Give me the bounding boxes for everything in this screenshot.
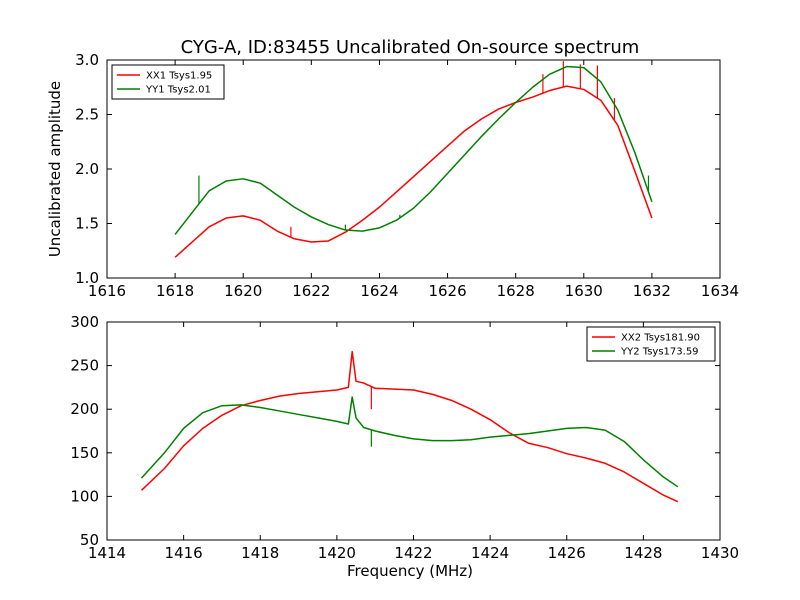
x-tick-label-1-1: 1416 xyxy=(165,544,203,562)
x-axis-label: Frequency (MHz) xyxy=(347,562,473,580)
y-tick-label-0-2: 2.0 xyxy=(75,160,99,178)
y-tick-label-1-0: 50 xyxy=(80,531,99,549)
x-tick-label-0-1: 1618 xyxy=(156,282,194,300)
series-1-0 xyxy=(140,350,679,503)
series-0-1 xyxy=(174,65,653,235)
x-tick-label-1-0: 1414 xyxy=(88,544,126,562)
series-line-0-1 xyxy=(174,65,653,235)
y-axis-label: Uncalibrated amplitude xyxy=(46,81,64,257)
legend-label-0-0: XX1 Tsys1.95 xyxy=(146,71,212,82)
series-0-0 xyxy=(174,61,653,258)
x-tick-label-1-3: 1420 xyxy=(318,544,356,562)
chart-title: CYG-A, ID:83455 Uncalibrated On-source s… xyxy=(181,37,640,58)
y-tick-label-1-1: 100 xyxy=(70,487,99,505)
x-tick-label-0-9: 1634 xyxy=(701,282,739,300)
x-tick-label-1-5: 1424 xyxy=(471,544,509,562)
x-tick-label-0-0: 1616 xyxy=(88,282,126,300)
legend-label-1-1: YY2 Tsys173.59 xyxy=(620,347,699,358)
bottom-panel: 1414 1416 1418 1420 1422 1424 1426 1428 1430 50 10… xyxy=(70,313,739,562)
x-tick-label-0-2: 1620 xyxy=(224,282,262,300)
legend-0: XX1 Tsys1.95 YY1 Tsys2.01 xyxy=(111,64,225,100)
x-tick-label-0-3: 1622 xyxy=(292,282,330,300)
x-tick-label-0-6: 1628 xyxy=(497,282,535,300)
legend-label-1-0: XX2 Tsys181.90 xyxy=(621,333,700,344)
series-line-0-0 xyxy=(174,85,653,258)
x-tick-label-0-7: 1630 xyxy=(565,282,603,300)
x-tick-label-1-2: 1418 xyxy=(241,544,279,562)
y-tick-label-1-4: 250 xyxy=(70,357,99,375)
y-tick-label-1-2: 150 xyxy=(70,444,99,462)
x-tick-label-0-8: 1632 xyxy=(633,282,671,300)
top-panel: 1616 1618 1620 1622 1624 1626 1628 1630 1632 1634… xyxy=(75,51,739,300)
series-1-1 xyxy=(140,396,679,488)
y-tick-label-0-0: 1.0 xyxy=(75,269,99,287)
y-tick-label-0-4: 3.0 xyxy=(75,51,99,69)
x-tick-label-1-4: 1422 xyxy=(394,544,432,562)
series-line-1-0 xyxy=(140,350,679,503)
legend-1: XX2 Tsys181.90 YY2 Tsys173.59 xyxy=(586,326,716,362)
legend-label-0-1: YY1 Tsys2.01 xyxy=(145,85,211,96)
x-tick-label-1-8: 1430 xyxy=(701,544,739,562)
y-tick-label-0-1: 1.5 xyxy=(75,215,99,233)
y-tick-label-1-5: 300 xyxy=(70,313,99,331)
y-tick-label-0-3: 2.5 xyxy=(75,106,99,124)
x-tick-label-0-4: 1624 xyxy=(360,282,398,300)
x-tick-label-1-6: 1426 xyxy=(548,544,586,562)
series-line-1-1 xyxy=(140,396,679,488)
x-tick-label-0-5: 1626 xyxy=(428,282,466,300)
y-tick-label-1-3: 200 xyxy=(70,400,99,418)
x-tick-label-1-7: 1428 xyxy=(624,544,662,562)
